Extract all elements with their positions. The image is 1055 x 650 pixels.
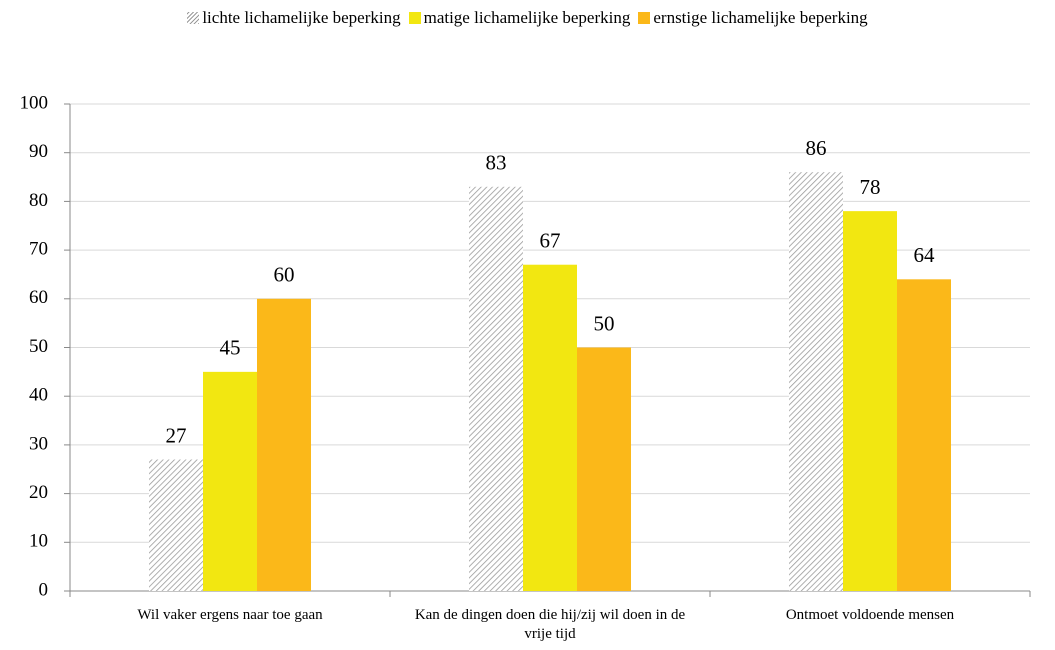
y-tick-label: 70 <box>29 238 48 259</box>
legend-item: matige lichamelijke beperking <box>408 8 631 28</box>
legend-swatch <box>187 12 200 24</box>
bar <box>469 186 523 592</box>
y-tick-label: 80 <box>29 190 48 211</box>
data-label: 50 <box>594 311 615 335</box>
y-tick-label: 60 <box>29 287 48 308</box>
legend-item: lichte lichamelijke beperking <box>187 8 401 28</box>
bar <box>149 459 203 591</box>
bar <box>523 264 577 591</box>
y-tick-label: 100 <box>20 92 49 113</box>
legend-label: ernstige lichamelijke beperking <box>653 8 868 27</box>
legend-swatch <box>638 12 651 24</box>
bar <box>789 172 843 591</box>
x-tick-label: Wil vaker ergens naar toe gaan <box>137 607 323 623</box>
data-label: 45 <box>220 336 241 360</box>
legend-label: matige lichamelijke beperking <box>423 8 631 27</box>
data-label: 78 <box>860 175 881 199</box>
data-label: 60 <box>274 263 295 287</box>
legend-item: ernstige lichamelijke beperking <box>638 8 868 28</box>
y-tick-label: 30 <box>29 433 48 454</box>
bar <box>897 279 951 591</box>
y-tick-label: 90 <box>29 141 48 162</box>
bar <box>257 298 311 591</box>
bar <box>843 211 897 591</box>
bar <box>577 347 631 591</box>
legend-swatch <box>408 12 421 24</box>
data-label: 86 <box>806 136 827 160</box>
data-label: 67 <box>540 229 561 253</box>
bar <box>203 371 257 591</box>
data-label: 64 <box>914 243 936 267</box>
x-tick-label: Ontmoet voldoende mensen <box>785 607 955 623</box>
x-tick-label: Kan de dingen doen die hij/zij wil doen … <box>414 607 686 642</box>
y-tick-label: 10 <box>29 531 48 552</box>
y-tick-label: 50 <box>29 336 48 357</box>
y-tick-label: 40 <box>29 385 48 406</box>
data-label: 27 <box>166 423 187 447</box>
legend-label: lichte lichamelijke beperking <box>202 8 401 27</box>
legend: lichte lichamelijke beperking matige lich… <box>0 8 1055 28</box>
data-label: 83 <box>486 151 507 175</box>
y-tick-label: 0 <box>39 579 49 600</box>
y-tick-label: 20 <box>29 482 48 503</box>
